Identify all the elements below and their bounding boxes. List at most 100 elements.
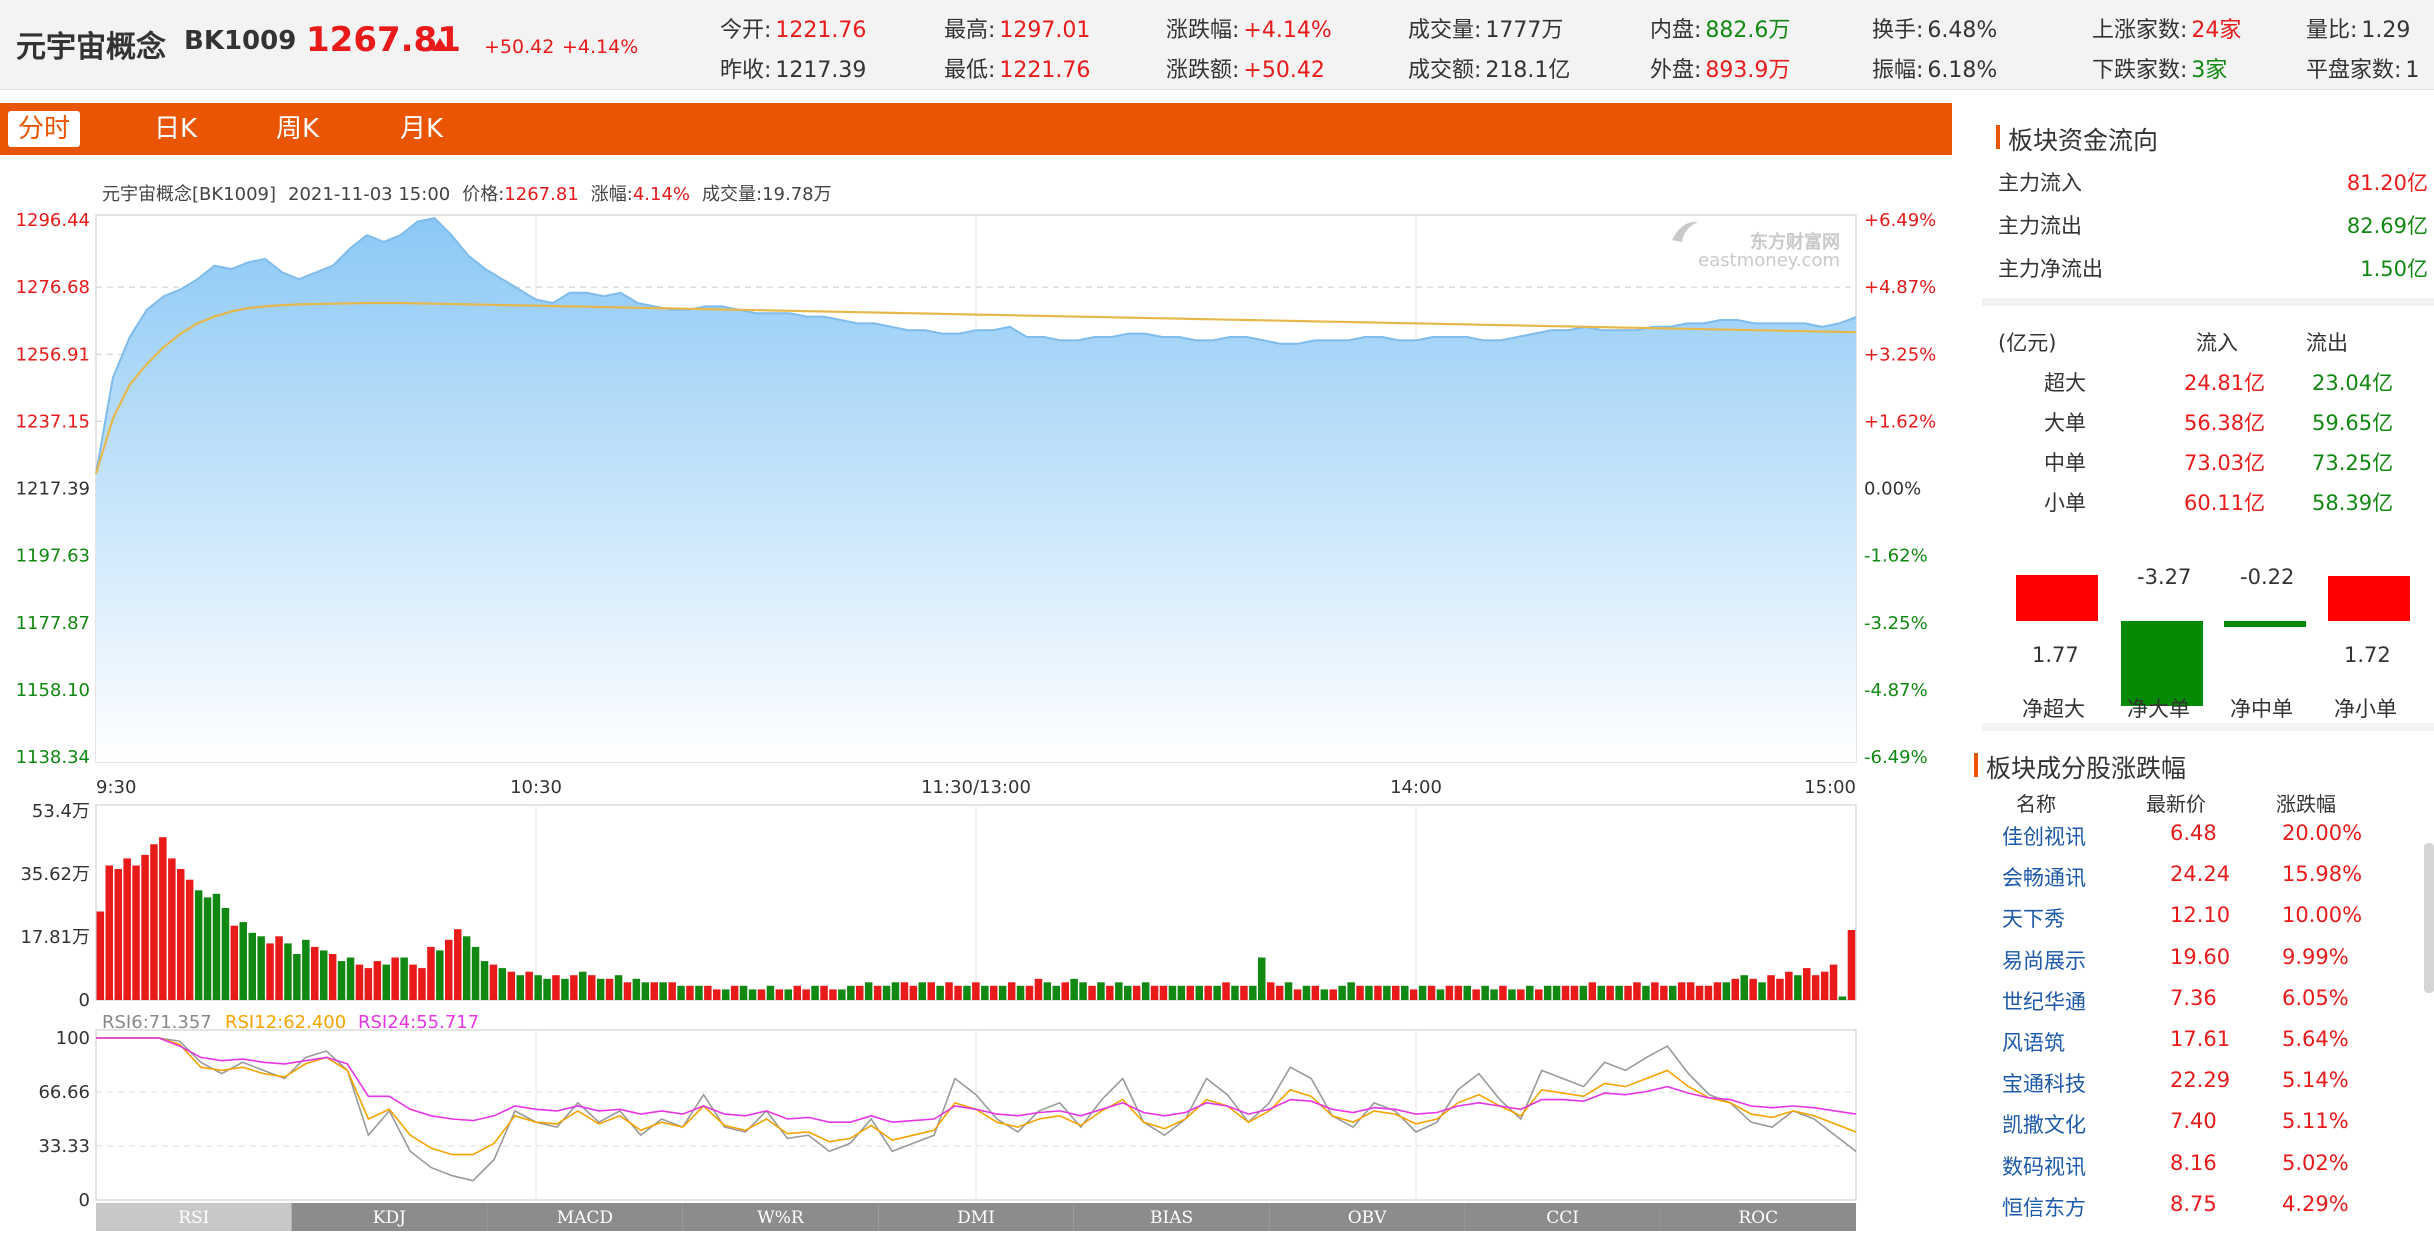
volume-bar xyxy=(1293,989,1302,1000)
stat-item: 涨跌幅: +4.14% xyxy=(1166,12,1332,44)
constituent-name-link[interactable]: 会畅通讯 xyxy=(2002,866,2086,891)
capital-flow-row: 主力净流出 1.50亿 xyxy=(1998,253,2428,283)
capital-flow-value: 1.50亿 xyxy=(2360,257,2428,281)
stat-value: 1777万 xyxy=(1485,18,1564,43)
watermark-logo: 东方财富网 xyxy=(1750,231,1840,253)
volume-bar xyxy=(1204,985,1212,1000)
volume-bar xyxy=(391,957,399,1000)
volume-bar xyxy=(873,985,882,1000)
rsi-tick-label: 66.66 xyxy=(38,1082,90,1103)
constituent-price: 7.40 xyxy=(2170,1109,2217,1134)
tab-monthly-k[interactable]: 月K xyxy=(400,114,444,144)
rsi-tick-label: 0 xyxy=(79,1190,90,1211)
stat-item: 量比: 1.29 xyxy=(2306,12,2410,44)
volume-bar xyxy=(1132,985,1141,1000)
volume-bar xyxy=(695,985,703,1000)
quote-header: 元宇宙概念 BK1009 1267.81 +50.42 +4.14% 今开: 12… xyxy=(0,0,2434,90)
volume-bar xyxy=(1624,985,1632,1000)
volume-bar xyxy=(239,922,247,1000)
stat-item: 昨收: 1217.39 xyxy=(720,52,866,84)
indicator-tab-rsi[interactable] xyxy=(96,1203,292,1231)
net-flow-label: 净中单 xyxy=(2230,697,2293,721)
volume-bar xyxy=(820,985,828,1000)
volume-bar xyxy=(730,985,739,1000)
pct-tick-label: 0.00% xyxy=(1864,479,1921,500)
net-flow-label: 净大单 xyxy=(2127,697,2190,721)
rsi-legend-item: RSI12:62.400 xyxy=(225,1012,346,1033)
volume-bar xyxy=(337,961,346,1000)
intraday-chart[interactable]: 元宇宙概念[BK1009] 2021-11-03 15:00 价格:1267.81 涨… xyxy=(0,160,1952,1233)
volume-bar xyxy=(454,929,462,1000)
price-tick-label: 1237.15 xyxy=(16,411,90,432)
indicator-tab-kdj[interactable] xyxy=(291,1203,488,1231)
volume-bar xyxy=(1704,985,1713,1000)
constituent-name-link[interactable]: 世纪华通 xyxy=(2002,989,2086,1014)
constituents-header: 最新价 xyxy=(2146,792,2206,816)
indicator-tab-cci[interactable] xyxy=(1464,1203,1661,1231)
volume-tick-label: 17.81万 xyxy=(20,927,90,948)
indicator-tab-dmi[interactable] xyxy=(878,1203,1074,1231)
constituent-name-link[interactable]: 凯撒文化 xyxy=(2002,1113,2086,1138)
volume-bar xyxy=(891,982,900,1000)
indicator-tab-obv[interactable] xyxy=(1269,1203,1465,1231)
volume-tick-label: 0 xyxy=(79,990,90,1011)
price-area xyxy=(96,218,1856,763)
price-tick-label: 1177.87 xyxy=(16,613,90,634)
price-line xyxy=(95,217,1857,474)
volume-bar xyxy=(668,982,676,1000)
volume-bar xyxy=(132,865,140,1000)
volume-bar xyxy=(1186,985,1194,1000)
flow-table-cell: 60.11亿 xyxy=(2184,491,2266,515)
volume-bar xyxy=(1338,985,1346,1000)
volume-bar xyxy=(1811,975,1820,1000)
volume-bar xyxy=(1168,985,1177,1000)
scrollbar[interactable] xyxy=(2424,843,2434,993)
pct-tick-label: -6.49% xyxy=(1864,747,1928,768)
volume-bar xyxy=(1677,982,1686,1000)
volume-bar xyxy=(1427,985,1436,1000)
volume-bar xyxy=(579,971,587,1000)
volume-bar xyxy=(1347,982,1355,1000)
volume-bar xyxy=(293,954,301,1000)
rsi-tick-label: 100 xyxy=(56,1028,90,1049)
flow-table-cell: 56.38亿 xyxy=(2184,411,2266,435)
volume-bar xyxy=(436,950,444,1000)
volume-bar xyxy=(775,989,784,1000)
volume-bar xyxy=(1633,982,1641,1000)
constituent-name-link[interactable]: 天下秀 xyxy=(2002,907,2065,932)
constituents-header: 涨跌幅 xyxy=(2276,792,2336,816)
tab-intraday[interactable]: 分时 xyxy=(8,111,81,147)
indicator-tab-macd[interactable] xyxy=(487,1203,683,1231)
volume-bar xyxy=(659,982,667,1000)
volume-bar xyxy=(561,978,569,1000)
indicator-tab-roc[interactable] xyxy=(1660,1203,1856,1231)
stat-value: 882.6万 xyxy=(1705,18,1791,43)
watermark-sub: eastmoney.com xyxy=(1698,250,1840,271)
volume-bar xyxy=(900,982,909,1000)
stat-value: 24家 xyxy=(2191,18,2242,43)
volume-bar xyxy=(230,925,239,1000)
volume-bar xyxy=(507,971,516,1000)
volume-bar xyxy=(1660,985,1668,1000)
constituent-name-link[interactable]: 风语筑 xyxy=(2002,1031,2065,1055)
volume-bar xyxy=(1535,989,1543,1000)
chart-info-chg: 4.14% xyxy=(633,184,690,205)
volume-bar xyxy=(1409,989,1418,1000)
constituent-name-link[interactable]: 佳创视讯 xyxy=(2002,825,2086,849)
indicator-tab-bias[interactable] xyxy=(1073,1203,1270,1231)
constituent-name-link[interactable]: 恒信东方 xyxy=(2002,1195,2086,1220)
flow-table-cell: 中单 xyxy=(2044,451,2086,475)
chart-info-price: 1267.81 xyxy=(504,184,578,205)
tab-daily-k[interactable]: 日K xyxy=(154,114,198,144)
net-flow-value: 1.72 xyxy=(2344,643,2391,667)
volume-bar xyxy=(400,957,408,1000)
stat-label: 外盘: xyxy=(1650,58,1702,83)
volume-bar xyxy=(534,975,542,1000)
constituent-name-link[interactable]: 宝通科技 xyxy=(2002,1072,2086,1097)
volume-bar xyxy=(641,982,650,1000)
tab-weekly-k[interactable]: 周K xyxy=(276,114,320,144)
indicator-tab-w%r[interactable] xyxy=(682,1203,879,1231)
constituent-name-link[interactable]: 数码视讯 xyxy=(2002,1154,2086,1179)
stat-item: 成交额: 218.1亿 xyxy=(1408,52,1570,84)
constituent-name-link[interactable]: 易尚展示 xyxy=(2002,948,2086,973)
